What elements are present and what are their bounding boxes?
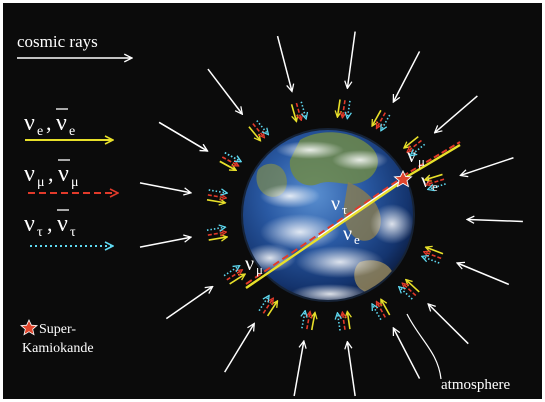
electron-neutrino-arrow xyxy=(268,301,278,316)
tau-neutrino-arrow xyxy=(423,257,440,263)
tau-neutrino-arrow xyxy=(207,227,225,230)
cosmic-ray-arrow xyxy=(159,122,207,150)
cosmic-ray-arrow xyxy=(394,329,420,379)
tau-neutrino-arrow xyxy=(381,115,389,130)
legend-super-kamiokande-line2: Kamiokande xyxy=(22,341,94,356)
muon-neutrino-arrow xyxy=(424,252,441,258)
electron-neutrino-arrow xyxy=(381,300,389,315)
electron-neutrino-arrow xyxy=(406,280,419,292)
cosmic-ray-arrow xyxy=(140,183,190,193)
cosmic-ray-arrow xyxy=(458,263,509,284)
tau-neutrino-arrow xyxy=(372,305,380,320)
tau-neutrino-arrow xyxy=(302,311,305,328)
cosmic-ray-arrow xyxy=(468,219,523,221)
cosmic-ray-arrow xyxy=(278,36,292,91)
star-icon xyxy=(21,320,37,335)
muon-neutrino-arrow xyxy=(403,284,416,296)
electron-neutrino-arrow xyxy=(207,200,225,203)
cosmic-ray-arrow xyxy=(140,237,190,247)
cosmic-ray-arrow xyxy=(347,32,355,88)
tau-neutrino-arrow xyxy=(338,314,341,331)
cosmic-ray-arrow xyxy=(429,304,469,343)
legend-nu-e-separator: , xyxy=(46,110,52,135)
cosmic-ray-arrow xyxy=(435,96,477,132)
cosmic-ray-arrow xyxy=(208,69,242,113)
legend-nu-e-subscript: e xyxy=(37,124,43,139)
cosmic-ray-arrow xyxy=(394,51,420,101)
legend-anti-nu-e-symbol: ν xyxy=(56,110,67,136)
label-nu-mu-bottom: ν xyxy=(245,253,254,275)
label-mu-top-subscript: μ xyxy=(418,154,425,169)
electron-neutrino-arrow xyxy=(372,110,380,125)
cosmic-ray-arrow xyxy=(461,158,513,175)
electron-neutrino-arrow xyxy=(426,247,443,253)
legend-nu-mu-separator: , xyxy=(48,161,54,186)
legend-anti-nu-e-subscript: e xyxy=(69,124,75,139)
earth xyxy=(241,128,415,304)
legend-nu-mu-symbol: ν xyxy=(24,161,35,187)
tau-neutrino-arrow xyxy=(301,102,306,119)
cloud xyxy=(260,184,320,208)
legend-super-kamiokande: Super- Kamiokande xyxy=(21,320,94,356)
legend-nu-mu-subscript: μ xyxy=(37,175,45,190)
cosmic-ray-arrow xyxy=(225,324,254,372)
legend-anti-nu-mu-symbol: ν xyxy=(58,161,69,187)
legend-muon-neutrino: ν μ , ν μ xyxy=(24,160,117,193)
tau-neutrino-arrow xyxy=(347,101,350,118)
muon-neutrino-arrow xyxy=(208,195,226,198)
tau-neutrino-arrow xyxy=(399,287,412,299)
cloud xyxy=(370,204,414,244)
electron-neutrino-arrow xyxy=(209,237,227,240)
legend-nu-tau-separator: , xyxy=(47,211,53,236)
label-tau-center-subscript: τ xyxy=(342,202,347,217)
tau-neutrino-arrow xyxy=(209,190,227,193)
label-e-center-subscript: e xyxy=(354,232,360,247)
muon-neutrino-arrow xyxy=(342,100,345,117)
electron-neutrino-arrow xyxy=(249,127,260,140)
atmosphere-label: atmosphere xyxy=(441,377,510,393)
cosmic-ray-arrow xyxy=(166,287,212,319)
label-nu-e-center: ν xyxy=(343,223,352,245)
tau-neutrino-arrow xyxy=(257,121,268,134)
label-nu-tau-center: ν xyxy=(331,193,340,215)
electron-neutrino-arrow xyxy=(312,313,315,330)
legend-electron-neutrino: ν e , ν e xyxy=(24,109,112,140)
legend-cosmic-rays-label: cosmic rays xyxy=(17,32,98,51)
muon-neutrino-arrow xyxy=(342,313,345,330)
label-mu-bottom-subscript: μ xyxy=(256,262,263,277)
cosmic-ray-arrow xyxy=(294,342,304,396)
legend-nu-e-symbol: ν xyxy=(24,110,35,136)
tau-neutrino-arrow xyxy=(225,153,241,162)
legend-anti-nu-tau-symbol: ν xyxy=(57,211,68,237)
tau-neutrino-arrow xyxy=(224,266,239,276)
legend-anti-nu-mu-subscript: μ xyxy=(71,175,79,190)
muon-neutrino-arrow xyxy=(307,312,310,329)
electron-neutrino-arrow xyxy=(347,312,350,329)
cloud xyxy=(296,246,384,278)
muon-neutrino-arrow xyxy=(208,232,226,235)
muon-neutrino-arrow xyxy=(296,103,301,120)
legend-tau-neutrino: ν τ , ν τ xyxy=(24,210,112,246)
legend-nu-tau-symbol: ν xyxy=(24,211,35,237)
electron-neutrino-arrow xyxy=(292,104,297,121)
legend-nu-tau-subscript: τ xyxy=(37,225,43,240)
cosmic-ray-arrow xyxy=(347,343,355,396)
atmosphere-pointer xyxy=(407,314,441,379)
legend-super-kamiokande-line1: Super- xyxy=(39,322,76,337)
electron-neutrino-arrow xyxy=(338,100,341,117)
legend-anti-nu-tau-subscript: τ xyxy=(70,225,76,240)
cloud xyxy=(276,141,344,159)
muon-neutrino-arrow xyxy=(253,124,264,137)
